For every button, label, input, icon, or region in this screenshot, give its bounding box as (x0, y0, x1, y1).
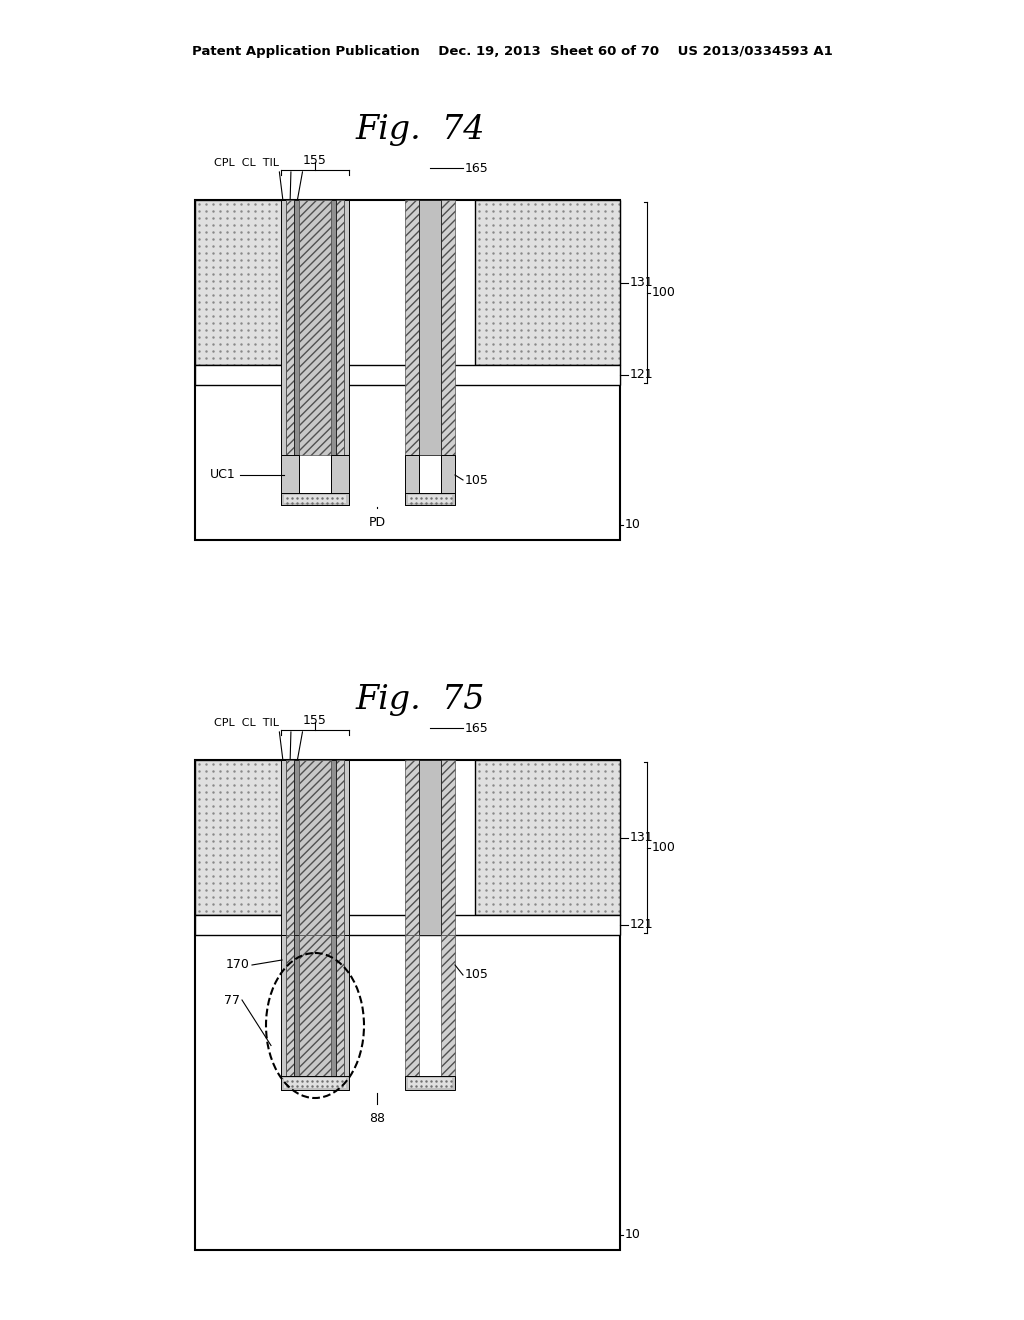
Bar (281, 455, 299, 506)
Bar (336, 935, 344, 1076)
Bar (475, 760, 620, 915)
Bar (419, 760, 441, 935)
Bar (281, 760, 286, 935)
Text: 121: 121 (630, 919, 653, 932)
Bar (281, 492, 349, 506)
Bar (195, 201, 620, 540)
Text: 77: 77 (224, 994, 240, 1006)
Text: CPL  CL  TIL: CPL CL TIL (214, 158, 279, 168)
Bar (284, 495, 346, 503)
Text: 105: 105 (465, 474, 488, 487)
Bar (294, 760, 299, 935)
Text: 131: 131 (630, 832, 653, 843)
Text: PD: PD (369, 516, 386, 529)
Bar (299, 201, 331, 455)
Bar (406, 760, 419, 935)
Bar (336, 760, 344, 935)
Bar (281, 935, 286, 1090)
Text: 10: 10 (625, 1229, 641, 1242)
Bar (344, 201, 349, 455)
Bar (441, 935, 455, 1076)
Bar (331, 760, 336, 935)
Bar (441, 201, 455, 455)
Bar (475, 760, 620, 915)
Bar (299, 760, 331, 935)
Text: 165: 165 (465, 722, 488, 734)
Bar (336, 201, 344, 455)
Text: 155: 155 (303, 153, 327, 166)
Bar (475, 201, 620, 366)
Text: 88: 88 (369, 1111, 385, 1125)
Text: 105: 105 (465, 969, 488, 982)
Text: CPL  CL  TIL: CPL CL TIL (214, 718, 279, 729)
Bar (195, 201, 305, 366)
Bar (195, 915, 620, 935)
Bar (406, 935, 419, 1076)
Bar (344, 760, 349, 935)
Text: 100: 100 (652, 286, 676, 300)
Text: UC1: UC1 (210, 469, 236, 482)
Text: 155: 155 (303, 714, 327, 726)
Bar (294, 201, 299, 455)
Bar (286, 760, 294, 935)
Bar (441, 455, 455, 506)
Bar (195, 760, 305, 915)
Bar (331, 935, 336, 1076)
Bar (281, 1076, 349, 1090)
Text: Fig.  75: Fig. 75 (355, 684, 484, 715)
Bar (419, 201, 441, 455)
Bar (195, 760, 620, 1250)
Text: 170: 170 (226, 958, 250, 972)
Bar (406, 201, 419, 455)
Bar (475, 201, 620, 366)
Bar (286, 935, 294, 1076)
Text: Patent Application Publication    Dec. 19, 2013  Sheet 60 of 70    US 2013/03345: Patent Application Publication Dec. 19, … (191, 45, 833, 58)
Bar (331, 201, 336, 455)
Bar (195, 760, 305, 915)
Text: 10: 10 (625, 519, 641, 532)
Bar (281, 201, 286, 455)
Bar (406, 1076, 455, 1090)
Bar (331, 455, 349, 506)
Bar (284, 1078, 346, 1088)
Bar (294, 935, 299, 1076)
Text: Fig.  74: Fig. 74 (355, 114, 484, 147)
Text: 100: 100 (652, 841, 676, 854)
Bar (344, 935, 349, 1090)
Bar (286, 201, 294, 455)
Bar (195, 201, 305, 366)
Bar (408, 1078, 452, 1088)
Text: 131: 131 (630, 276, 653, 289)
Bar (408, 495, 452, 503)
Text: 121: 121 (630, 368, 653, 381)
Bar (441, 760, 455, 935)
Bar (406, 455, 419, 506)
Bar (406, 492, 455, 506)
Text: 165: 165 (465, 161, 488, 174)
Bar (299, 935, 331, 1076)
Bar (195, 366, 620, 385)
